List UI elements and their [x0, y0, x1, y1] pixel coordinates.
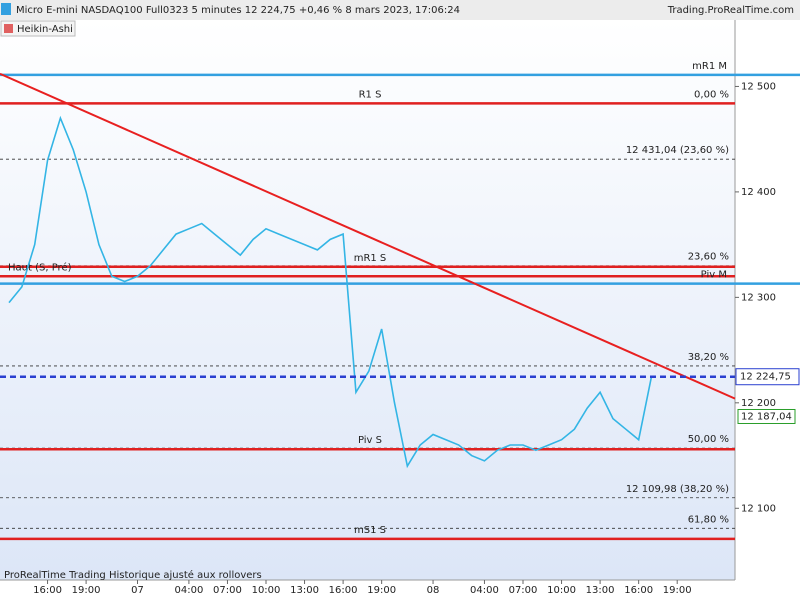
x-tick-label: 13:00 — [290, 585, 319, 596]
mode-tab[interactable] — [0, 20, 76, 37]
x-tick-label: 13:00 — [586, 585, 615, 596]
x-tick-label: 19:00 — [367, 585, 396, 596]
y-tick-label: 12 200 — [741, 398, 776, 409]
header-bar — [0, 0, 800, 20]
last-price-tag — [735, 368, 800, 386]
x-tick-label: 10:00 — [547, 585, 576, 596]
x-tick-label: 07 — [131, 585, 144, 596]
x-tick-label: 19:00 — [72, 585, 101, 596]
ma-tag — [737, 408, 796, 424]
fib-label: 12 431,04 (23,60 %) — [626, 145, 729, 156]
source: Trading.ProRealTime.com — [667, 5, 794, 16]
y-tick-label: 12 500 — [741, 81, 776, 92]
fib-label: 61,80 % — [688, 514, 729, 525]
last-price-label: 12 224,75 — [740, 372, 791, 383]
plot-area — [0, 20, 735, 580]
mode-label: Heikin-Ashi — [17, 24, 73, 35]
y-tick-label: 12 400 — [741, 187, 776, 198]
level-label: mS1 S — [354, 525, 386, 536]
x-tick-label: 16:00 — [624, 585, 653, 596]
fib-label: 38,20 % — [688, 352, 729, 363]
header-icon — [1, 3, 11, 15]
chart-title: Micro E-mini NASDAQ100 Full0323 5 minute… — [16, 5, 460, 16]
level-label: Haut (S, Pré) — [8, 261, 72, 273]
trendline — [0, 72, 736, 400]
x-tick-label: 10:00 — [252, 585, 281, 596]
x-tick-label: 16:00 — [33, 585, 62, 596]
x-tick-label: 07:00 — [509, 585, 538, 596]
x-tick-label: 08 — [427, 585, 440, 596]
level-label: Piv S — [358, 435, 382, 446]
price-line — [8, 115, 653, 469]
x-tick-label: 07:00 — [213, 585, 242, 596]
level-label: mR1 S — [354, 253, 387, 264]
x-tick-label: 19:00 — [663, 585, 692, 596]
y-tick-label: 12 300 — [741, 292, 776, 303]
x-tick-label: 04:00 — [174, 585, 203, 596]
x-tick-label: 04:00 — [470, 585, 499, 596]
level-label: R1 S — [359, 89, 382, 100]
fib-label: 23,60 % — [688, 252, 729, 263]
x-tick-label: 16:00 — [329, 585, 358, 596]
footer: ProRealTime Trading Historique ajusté au… — [4, 569, 262, 581]
y-tick-label: 12 100 — [741, 503, 776, 514]
ma-label: 12 187,04 — [741, 411, 792, 422]
level-label: Piv M — [701, 270, 727, 281]
level-label: mR1 M — [692, 61, 727, 72]
fib-label: 50,00 % — [688, 434, 729, 445]
mode-icon — [4, 24, 13, 33]
fib-label: 12 109,98 (38,20 %) — [626, 484, 729, 495]
fib-label: 0,00 % — [694, 89, 729, 100]
